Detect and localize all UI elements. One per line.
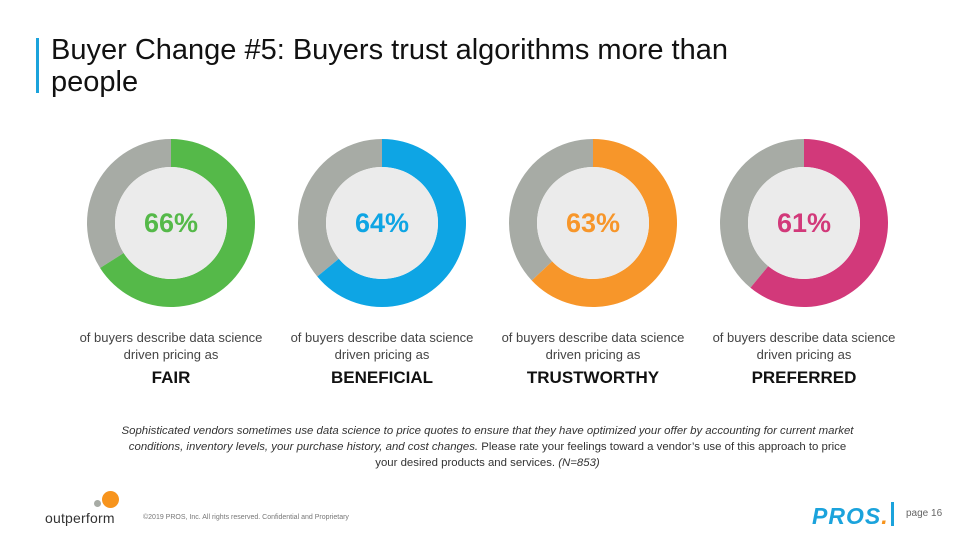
donut-remainder-segment	[87, 139, 171, 269]
donut-center	[537, 167, 649, 279]
pros-logo: PROS.	[812, 503, 889, 530]
donut-remainder-segment	[509, 139, 593, 281]
donut-svg	[298, 139, 466, 307]
donut-center	[748, 167, 860, 279]
donut-chart: 61%	[719, 138, 889, 308]
donut-attribute-word: TRUSTWORTHY	[526, 368, 660, 387]
donut-percent-label: 66%	[143, 207, 199, 238]
donut-value-segment	[100, 139, 256, 307]
donut-value-segment	[750, 139, 888, 307]
copyright-text: ©2019 PROS, Inc. All rights reserved. Co…	[143, 514, 349, 521]
footer-divider	[891, 502, 894, 526]
donut-percent-label: 64%	[354, 207, 410, 238]
page-number: page 16	[906, 508, 943, 519]
donut-percent-label: 61%	[776, 207, 832, 238]
pros-logo-dot: .	[881, 503, 889, 529]
pros-logo-text: PROS	[812, 503, 882, 529]
donut-remainder-segment	[298, 139, 382, 277]
donut-percent-label: 63%	[565, 207, 621, 238]
logo-small-dot	[94, 500, 101, 507]
donut-svg	[87, 139, 256, 307]
page-title: Buyer Change #5: Buyers trust algorithms…	[51, 34, 728, 98]
title-accent-bar	[36, 38, 39, 93]
donut-svg	[509, 139, 677, 307]
footnote-italic: Sophisticated vendors sometimes use data…	[121, 425, 854, 453]
donut-chart: 63%	[508, 138, 678, 308]
donut-caption: of buyers describe data science driven p…	[79, 330, 263, 362]
logo-text: outperform	[45, 510, 115, 526]
donut-attribute-word: PREFERRED	[751, 368, 857, 387]
donut-charts: 66% 64% 63% 61%	[0, 138, 974, 308]
donut-value-segment	[317, 139, 466, 307]
donut-value-segment	[531, 139, 677, 307]
donut-chart: 66%	[86, 138, 256, 308]
outperform-logo: outperform	[45, 491, 135, 527]
donut-center	[115, 167, 227, 279]
donut-center	[326, 167, 438, 279]
donut-svg	[720, 139, 888, 307]
donut-chart: 64%	[297, 138, 467, 308]
donut-attribute-word: FAIR	[151, 368, 191, 387]
donut-attribute-word: BENEFICIAL	[331, 368, 433, 387]
donut-caption: of buyers describe data science driven p…	[290, 330, 474, 362]
logo-big-dot	[102, 491, 119, 508]
donut-remainder-segment	[720, 139, 804, 288]
footnote-sample-size: (N=853)	[558, 457, 600, 469]
footnote-plain: Please rate your feelings toward a vendo…	[375, 441, 847, 469]
donut-caption: of buyers describe data science driven p…	[501, 330, 685, 362]
donut-caption: of buyers describe data science driven p…	[712, 330, 896, 362]
survey-footnote: Sophisticated vendors sometimes use data…	[120, 423, 855, 471]
